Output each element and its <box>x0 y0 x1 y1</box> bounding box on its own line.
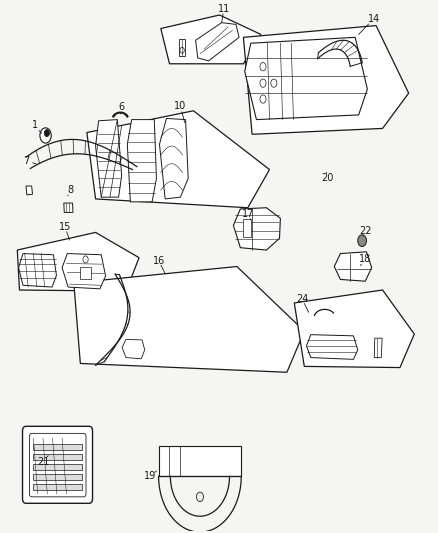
Text: 16: 16 <box>152 256 164 265</box>
Text: 22: 22 <box>358 226 371 236</box>
Polygon shape <box>33 444 81 450</box>
Polygon shape <box>26 186 32 195</box>
Text: 20: 20 <box>321 173 333 183</box>
Text: 15: 15 <box>59 222 71 232</box>
Polygon shape <box>160 15 260 64</box>
Polygon shape <box>179 38 184 56</box>
Text: 21: 21 <box>37 457 49 466</box>
Polygon shape <box>195 22 239 61</box>
Text: 24: 24 <box>295 294 307 304</box>
Polygon shape <box>80 266 91 279</box>
Text: 19: 19 <box>144 471 155 481</box>
Polygon shape <box>33 474 81 480</box>
Polygon shape <box>18 254 57 287</box>
Polygon shape <box>62 254 105 289</box>
Text: 14: 14 <box>367 13 379 23</box>
Polygon shape <box>333 252 371 281</box>
Polygon shape <box>33 454 81 460</box>
Polygon shape <box>159 118 188 199</box>
Circle shape <box>40 128 51 143</box>
Polygon shape <box>127 119 156 202</box>
Polygon shape <box>33 484 81 490</box>
Polygon shape <box>233 208 280 250</box>
Polygon shape <box>64 203 73 213</box>
Circle shape <box>357 235 366 247</box>
Polygon shape <box>244 37 367 119</box>
Polygon shape <box>306 335 357 359</box>
Polygon shape <box>17 232 139 291</box>
Text: 8: 8 <box>67 185 74 195</box>
Polygon shape <box>87 111 269 208</box>
Polygon shape <box>243 26 408 134</box>
Polygon shape <box>122 340 145 359</box>
Polygon shape <box>158 446 241 477</box>
Polygon shape <box>374 338 381 358</box>
Polygon shape <box>242 220 250 237</box>
Text: 18: 18 <box>358 254 371 264</box>
Polygon shape <box>293 290 413 368</box>
Text: 10: 10 <box>174 101 186 111</box>
FancyBboxPatch shape <box>22 426 92 503</box>
Circle shape <box>44 130 49 136</box>
Polygon shape <box>95 119 121 197</box>
Text: 1: 1 <box>32 120 38 131</box>
Text: 7: 7 <box>23 156 29 166</box>
FancyBboxPatch shape <box>29 433 86 497</box>
Polygon shape <box>33 464 81 470</box>
Text: 6: 6 <box>118 102 124 112</box>
Polygon shape <box>74 266 304 372</box>
Text: 11: 11 <box>217 4 230 14</box>
Text: 17: 17 <box>241 208 253 219</box>
